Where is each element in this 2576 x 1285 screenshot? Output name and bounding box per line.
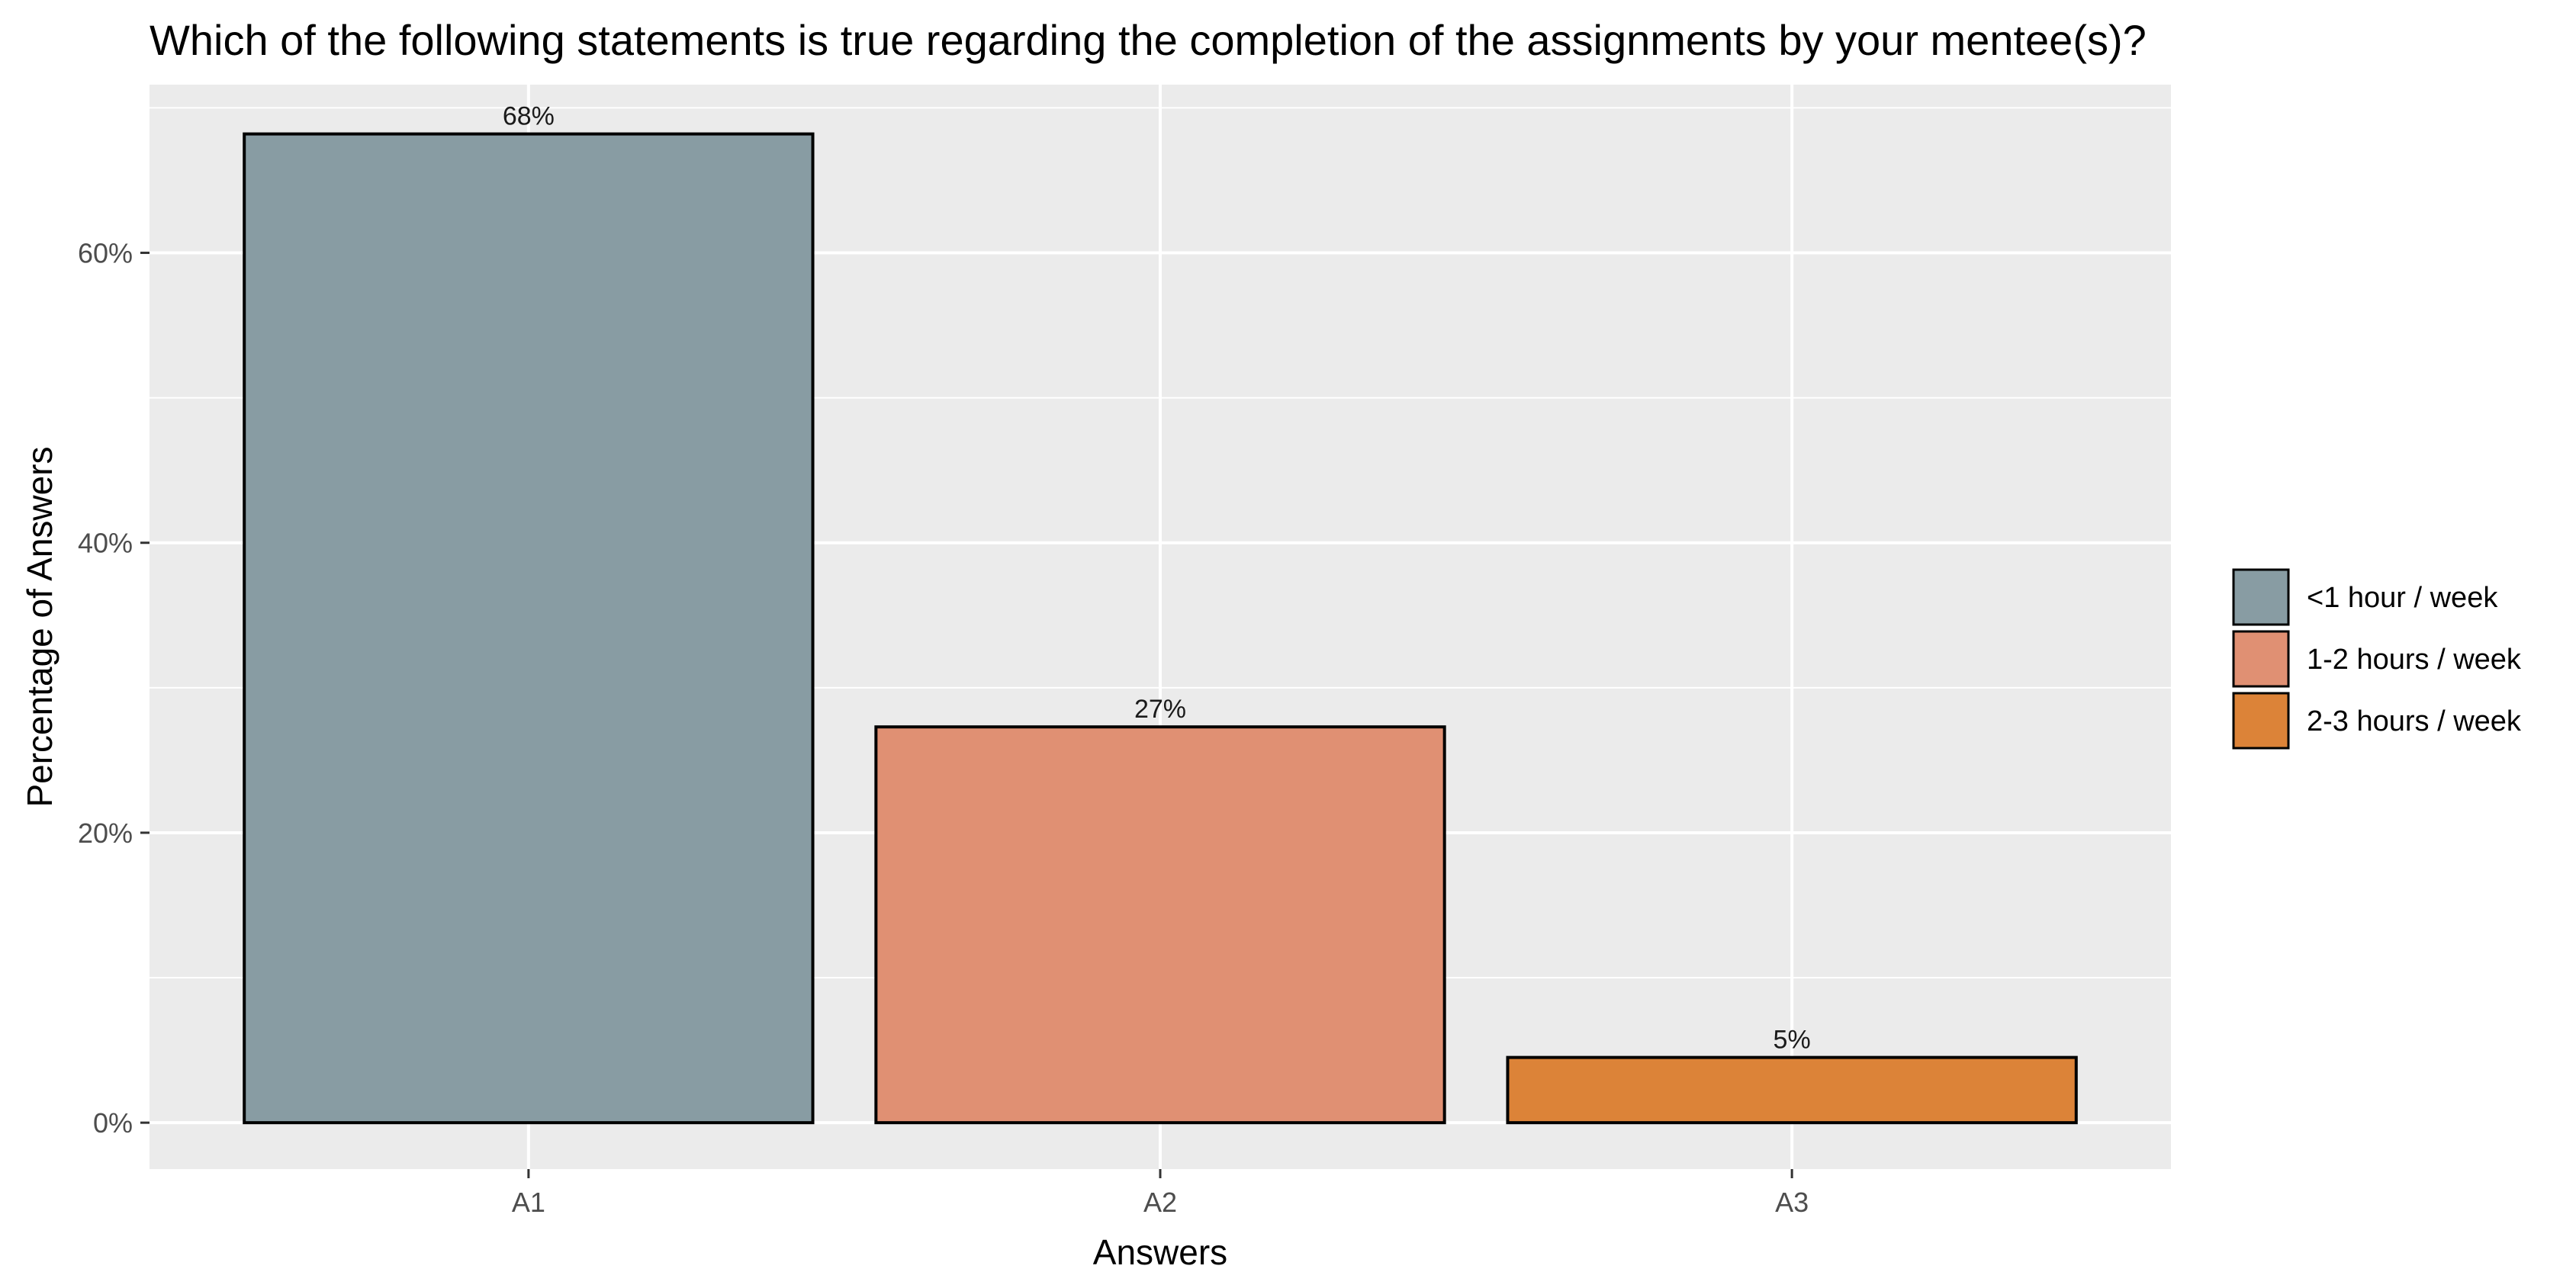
data-label-a3: 5% (1774, 1026, 1811, 1055)
y-tick-label: 0% (93, 1107, 133, 1139)
legend: <1 hour / week 1-2 hours / week 2-3 hours … (2232, 568, 2522, 750)
legend-label: <1 hour / week (2307, 582, 2498, 614)
legend-label: 2-3 hours / week (2307, 705, 2522, 737)
x-tick-label: A3 (1775, 1187, 1809, 1218)
y-tick-label: 60% (78, 238, 133, 269)
data-label-a1: 68% (503, 102, 555, 131)
legend-label: 1-2 hours / week (2307, 644, 2522, 676)
y-tick-label: 20% (78, 818, 133, 849)
legend-key (2232, 568, 2290, 626)
bar-a3 (1506, 1055, 2078, 1125)
data-label-a2: 27% (1134, 695, 1186, 724)
bar-a2 (874, 725, 1446, 1125)
legend-key (2232, 692, 2290, 750)
y-axis-title: Percentage of Answers (20, 446, 59, 807)
legend-key (2232, 630, 2290, 688)
x-tick-label: A2 (1143, 1187, 1177, 1218)
chart-title: Which of the following statements is tru… (150, 16, 2147, 64)
bars (243, 132, 2078, 1125)
bar-a1 (243, 132, 815, 1125)
x-axis-title: Answers (1093, 1232, 1227, 1272)
y-tick-label: 40% (78, 528, 133, 559)
x-axis: A1 A2 A3 (512, 1169, 1809, 1218)
data-labels: 68% 27% 5% (503, 102, 1811, 1055)
y-axis: 0% 20% 40% 60% (78, 238, 150, 1139)
x-tick-label: A1 (512, 1187, 545, 1218)
